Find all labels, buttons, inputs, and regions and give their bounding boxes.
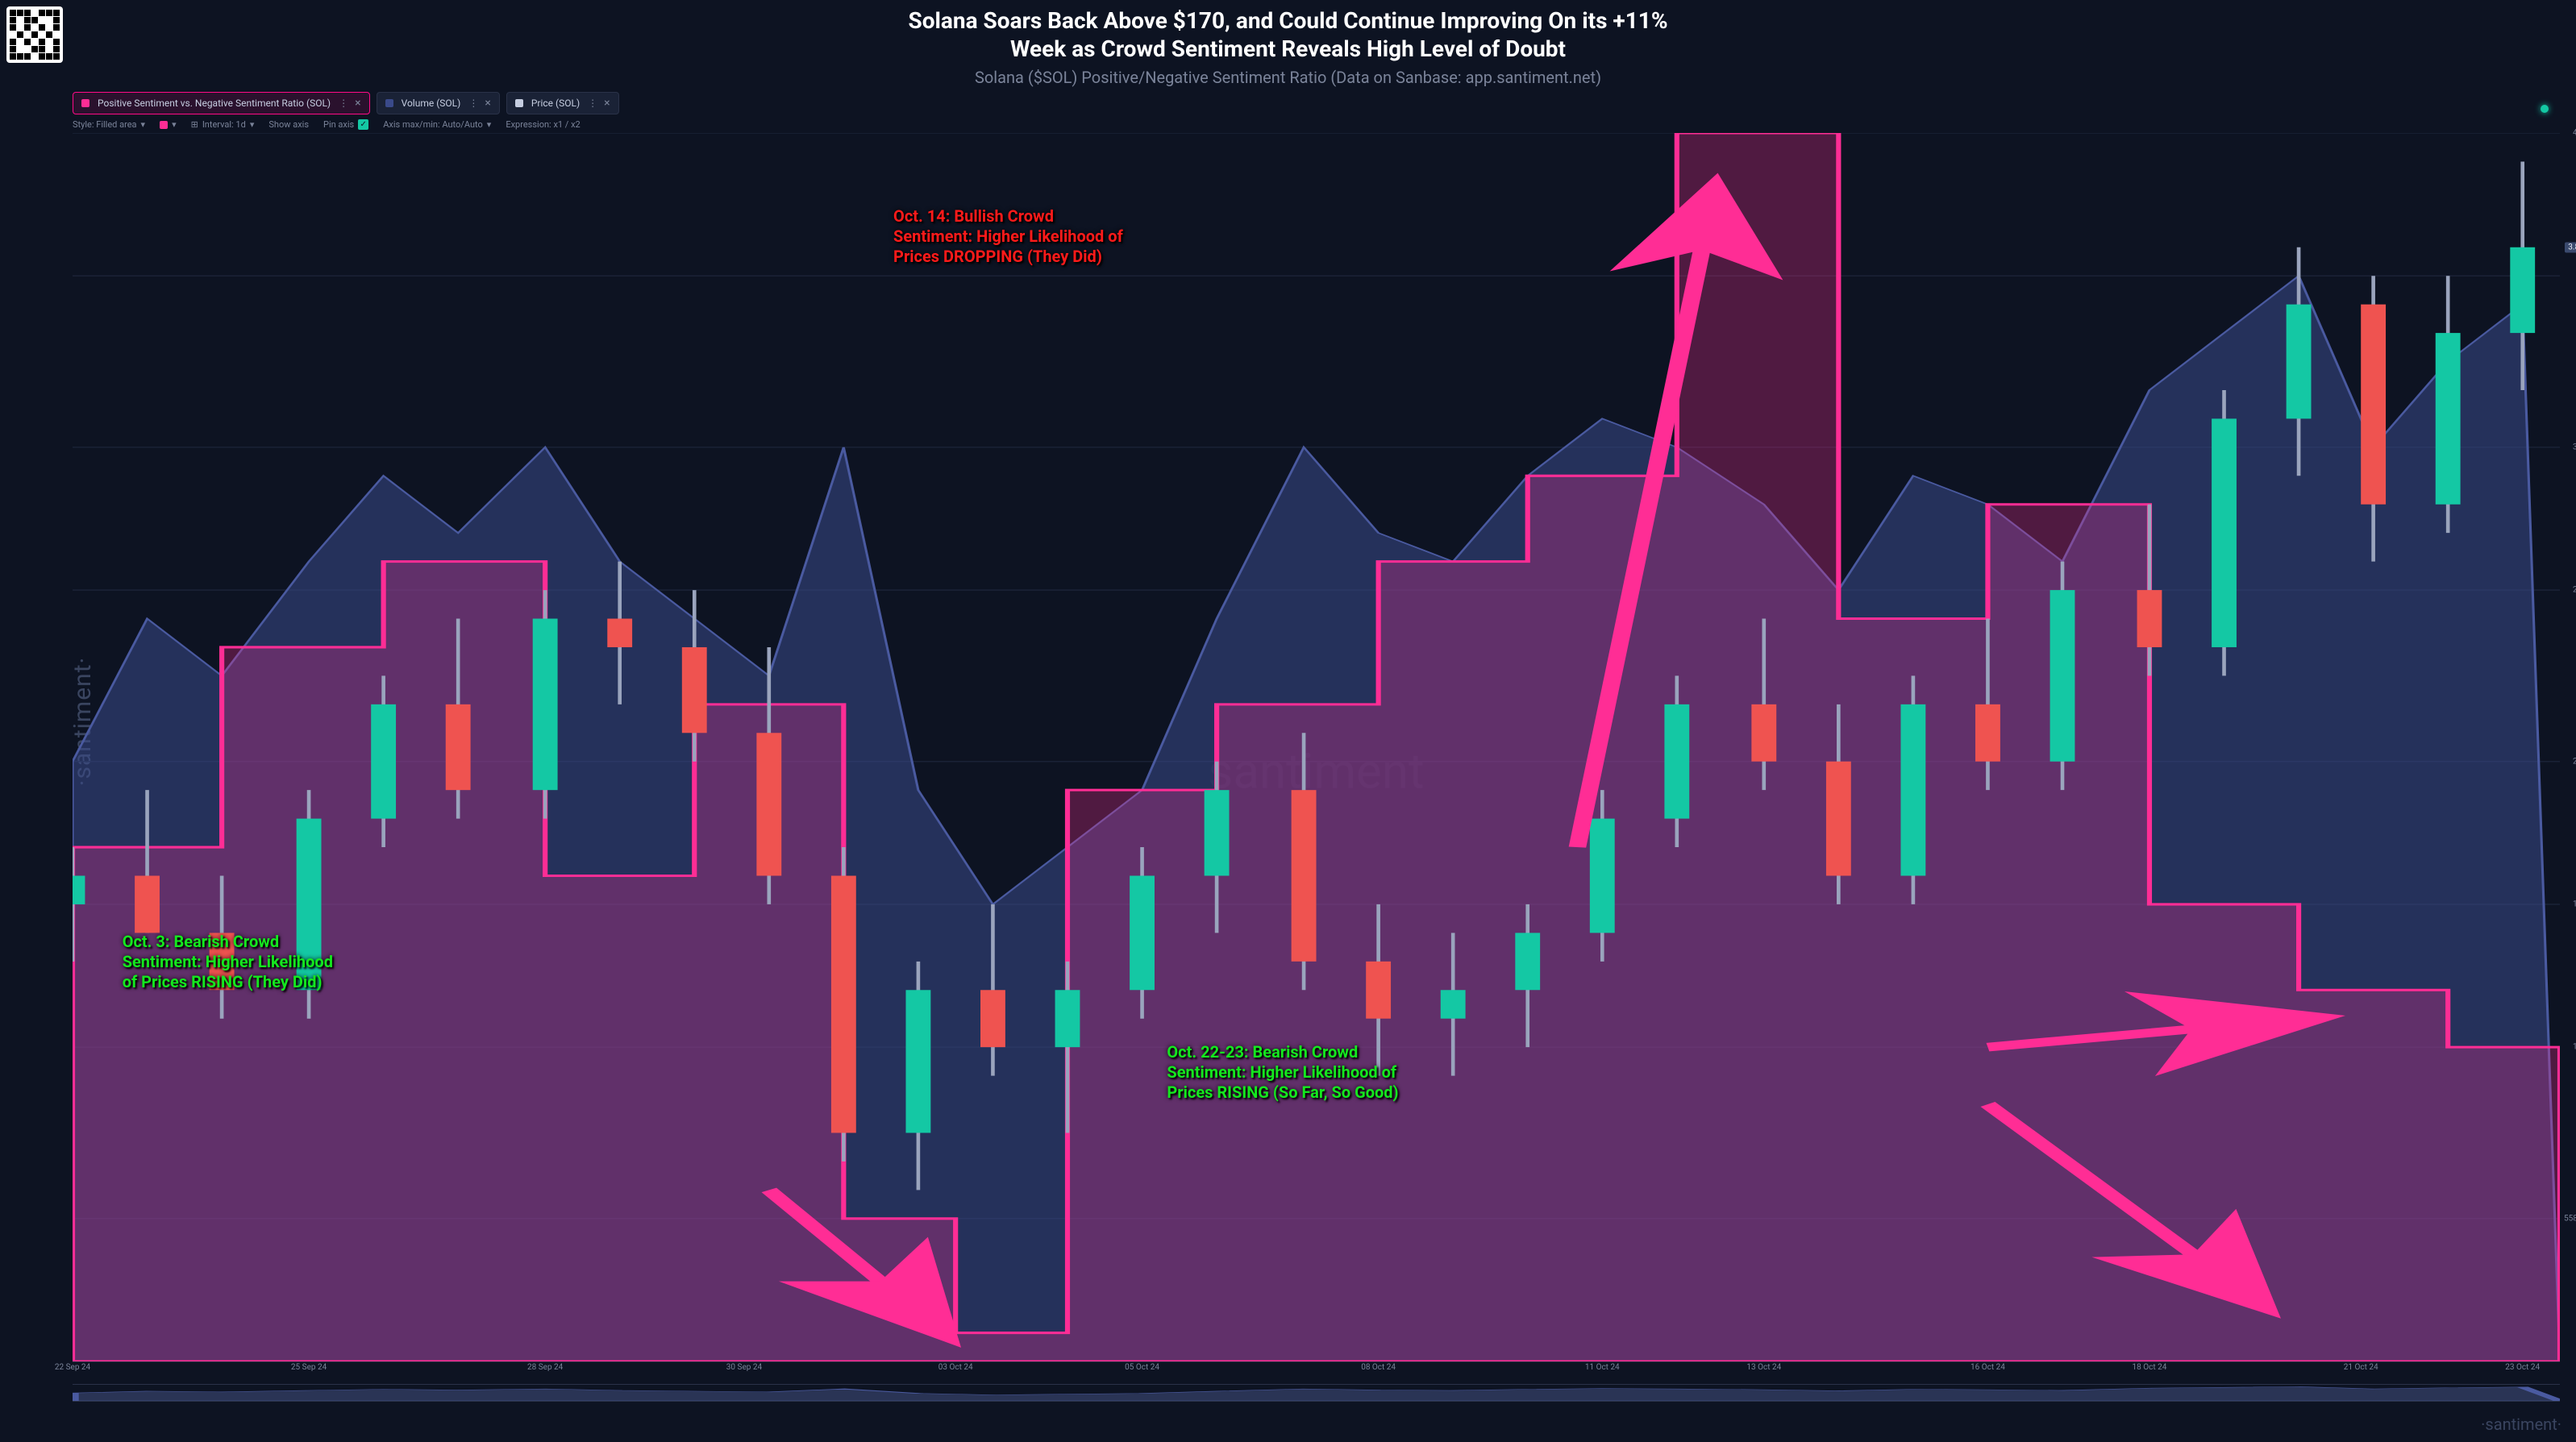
pill-swatch bbox=[81, 99, 89, 107]
overview-strip[interactable] bbox=[73, 1384, 2560, 1402]
close-icon[interactable]: × bbox=[604, 98, 610, 109]
style-select[interactable]: Style: Filled area ▾ bbox=[73, 119, 145, 130]
chart-svg bbox=[73, 133, 2560, 1361]
expression-label: Expression: x1 / x2 bbox=[506, 119, 580, 130]
page-root: Solana Soars Back Above $170, and Could … bbox=[0, 0, 2576, 1442]
qr-code bbox=[6, 6, 63, 63]
chart-container: Positive Sentiment vs. Negative Sentimen… bbox=[73, 92, 2560, 1410]
showaxis-toggle[interactable]: Show axis bbox=[268, 119, 309, 130]
color-swatch[interactable]: ▾ bbox=[160, 119, 177, 130]
close-icon[interactable]: × bbox=[355, 98, 360, 109]
metric-pill[interactable]: Volume (SOL) ⋮ × bbox=[377, 92, 500, 114]
title: Solana Soars Back Above $170, and Could … bbox=[65, 6, 2511, 63]
watermark-corner: ·santiment· bbox=[2481, 1415, 2561, 1434]
close-icon[interactable]: × bbox=[485, 98, 490, 109]
metric-pills: Positive Sentiment vs. Negative Sentimen… bbox=[73, 92, 2560, 114]
pinaxis-toggle[interactable]: Pin axis ✓ bbox=[323, 119, 368, 130]
interval-select[interactable]: ⊞ Interval: 1d ▾ bbox=[191, 119, 255, 130]
metric-pill[interactable]: Price (SOL) ⋮ × bbox=[506, 92, 619, 114]
header: Solana Soars Back Above $170, and Could … bbox=[0, 0, 2576, 87]
y-axis: 0132558.17M1371.11B1431.67B1482.23B1532.… bbox=[2564, 133, 2576, 1361]
axisminmax-select[interactable]: Axis max/min: Auto/Auto ▾ bbox=[383, 119, 491, 130]
chart-toolbar: Style: Filled area ▾ ▾ ⊞ Interval: 1d ▾ … bbox=[73, 119, 2560, 130]
pill-label: Positive Sentiment vs. Negative Sentimen… bbox=[98, 98, 331, 109]
status-indicator bbox=[2541, 105, 2549, 113]
pill-label: Price (SOL) bbox=[531, 98, 580, 109]
pill-swatch bbox=[515, 99, 523, 107]
chart-plot[interactable]: santiment Oct. 14: Bullish Crowd Sentime… bbox=[73, 133, 2560, 1362]
pill-menu-icon[interactable]: ⋮ bbox=[588, 98, 596, 109]
pill-swatch bbox=[385, 99, 393, 107]
overview-svg bbox=[73, 1385, 2560, 1401]
pill-menu-icon[interactable]: ⋮ bbox=[468, 98, 476, 109]
x-axis: 22 Sep 2425 Sep 2428 Sep 2430 Sep 2403 O… bbox=[73, 1363, 2560, 1379]
metric-pill[interactable]: Positive Sentiment vs. Negative Sentimen… bbox=[73, 92, 370, 114]
pill-menu-icon[interactable]: ⋮ bbox=[339, 98, 347, 109]
pill-label: Volume (SOL) bbox=[402, 98, 461, 109]
subtitle: Solana ($SOL) Positive/Negative Sentimen… bbox=[65, 68, 2511, 87]
